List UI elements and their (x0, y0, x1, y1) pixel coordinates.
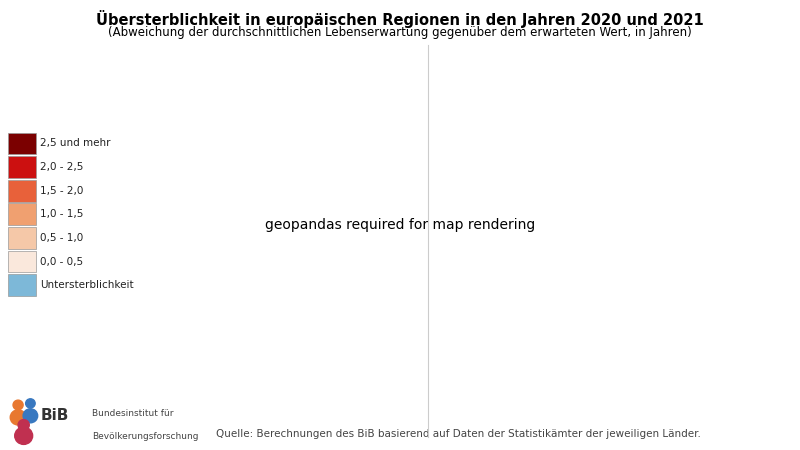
Circle shape (14, 427, 33, 445)
Bar (8, 227, 35, 249)
Circle shape (26, 399, 35, 408)
Circle shape (10, 410, 26, 425)
Text: 0,5 - 1,0: 0,5 - 1,0 (40, 233, 83, 243)
Text: 0,0 - 0,5: 0,0 - 0,5 (40, 256, 83, 266)
Circle shape (18, 419, 30, 430)
Text: 2,5 und mehr: 2,5 und mehr (40, 139, 110, 148)
Text: Quelle: Berechnungen des BiB basierend auf Daten der Statistikämter der jeweilig: Quelle: Berechnungen des BiB basierend a… (216, 429, 701, 439)
Text: 1,5 - 2,0: 1,5 - 2,0 (40, 186, 83, 196)
Bar (8, 251, 35, 272)
Bar (8, 203, 35, 225)
Text: Untersterblichkeit: Untersterblichkeit (40, 280, 134, 290)
Circle shape (23, 409, 38, 423)
Text: 1,0 - 1,5: 1,0 - 1,5 (40, 209, 83, 219)
Circle shape (13, 400, 23, 410)
Bar (8, 133, 35, 154)
Text: 2,0 - 2,5: 2,0 - 2,5 (40, 162, 83, 172)
Bar (8, 274, 35, 296)
Bar (8, 156, 35, 178)
Text: Bevölkerungsforschung: Bevölkerungsforschung (92, 432, 198, 441)
Text: (Abweichung der durchschnittlichen Lebenserwartung gegenüber dem erwarteten Wert: (Abweichung der durchschnittlichen Leben… (108, 26, 692, 39)
Text: geopandas required for map rendering: geopandas required for map rendering (265, 218, 535, 232)
Text: BiB: BiB (41, 408, 69, 423)
Bar (8, 180, 35, 202)
Text: Übersterblichkeit in europäischen Regionen in den Jahren 2020 und 2021: Übersterblichkeit in europäischen Region… (96, 10, 704, 28)
Text: Bundesinstitut für: Bundesinstitut für (92, 410, 174, 418)
